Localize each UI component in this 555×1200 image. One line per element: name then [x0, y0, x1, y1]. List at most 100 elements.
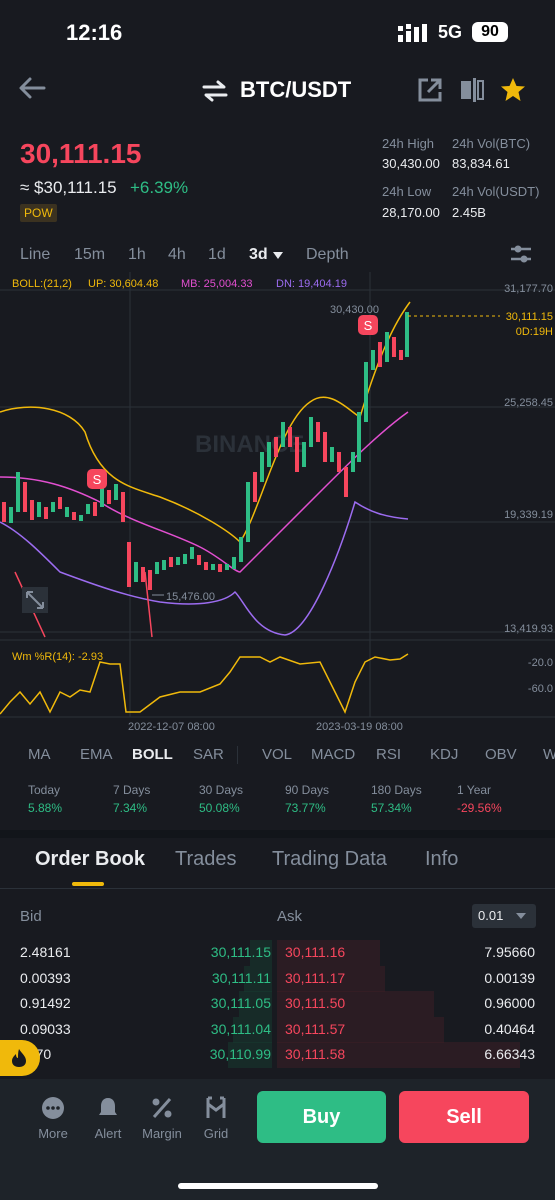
grid-lines — [0, 272, 555, 718]
tab-line[interactable]: Line — [20, 246, 51, 263]
price-change: +6.39% — [130, 178, 189, 197]
orderbook-row[interactable]: 2.48161 30,111.15 30,111.16 7.95660 — [0, 940, 555, 966]
ask-price: 30,111.16 — [285, 944, 346, 960]
indicator-macd[interactable]: MACD — [311, 746, 356, 763]
indicator-w[interactable]: W — [543, 746, 555, 763]
bid-quantity: 0.09033 — [20, 1020, 71, 1037]
perf-value-7d: 7.34% — [113, 801, 148, 815]
nav-more-label[interactable]: More — [38, 1126, 68, 1141]
indicator-boll[interactable]: BOLL — [132, 746, 173, 763]
status-time: 12:16 — [66, 20, 123, 45]
promo-fire-button[interactable] — [0, 1040, 40, 1076]
stat-label-24h-vol-usdt: 24h Vol(USDT) — [452, 184, 540, 199]
wr-label: Wm %R(14): -2.93 — [12, 651, 103, 663]
tab-15m[interactable]: 15m — [74, 246, 106, 263]
tab-trading-data[interactable]: Trading Data — [272, 848, 387, 870]
nav-alert-label[interactable]: Alert — [94, 1126, 122, 1141]
orderbook-row[interactable]: 0.09033 30,111.04 30,111.57 0.40464 — [0, 1016, 555, 1043]
tab-info[interactable]: Info — [425, 848, 459, 870]
countdown: 0D:19H — [516, 326, 553, 338]
indicator-kdj[interactable]: KDJ — [430, 746, 459, 763]
bid-header: Bid — [20, 908, 42, 925]
network-type: 5G — [438, 22, 463, 42]
indicator-rsi[interactable]: RSI — [376, 746, 402, 763]
perf-label-today: Today — [28, 783, 61, 797]
watermark: BINANCE — [195, 431, 304, 458]
favorite-star-icon[interactable] — [500, 77, 526, 103]
tab-depth[interactable]: Depth — [306, 246, 349, 263]
stat-label-24h-low: 24h Low — [382, 184, 432, 199]
bid-quantity: 0.00393 — [20, 969, 71, 986]
fullscreen-icon[interactable] — [22, 587, 48, 613]
bid-price: 30,111.11 — [211, 969, 271, 986]
sell-marker: S — [358, 315, 378, 335]
last-price: 30,111.15 — [20, 138, 142, 169]
tab-order-book[interactable]: Order Book — [35, 848, 146, 870]
tab-4h[interactable]: 4h — [168, 246, 186, 263]
perf-value-90d: 73.77% — [285, 801, 326, 815]
sell-button[interactable]: Sell — [399, 1091, 529, 1143]
pair-title[interactable]: BTC/USDT — [240, 77, 352, 102]
y-tick: 31,177.70 — [504, 283, 553, 295]
stat-value-24h-high: 30,430.00 — [382, 156, 440, 171]
bid-quantity: 2.48161 — [20, 944, 71, 960]
nav-margin-label[interactable]: Margin — [142, 1126, 182, 1141]
chevron-down-icon[interactable] — [273, 252, 283, 260]
ask-header: Ask — [277, 908, 303, 925]
tab-trades[interactable]: Trades — [175, 848, 237, 870]
perf-label-90d: 90 Days — [285, 783, 330, 797]
boll-label: BOLL:(21,2) — [12, 278, 72, 290]
perf-value-today: 5.88% — [28, 801, 63, 815]
fire-icon — [12, 1049, 26, 1067]
orderbook-row[interactable]: 0.00393 30,111.11 30,111.17 0.00139 — [0, 965, 555, 992]
more-icon[interactable] — [41, 1096, 65, 1120]
buy-button[interactable]: Buy — [257, 1091, 386, 1143]
grid-bot-icon[interactable] — [204, 1096, 228, 1120]
boll-dn-label: DN: 19,404.19 — [276, 278, 347, 290]
bid-quantity: 0.91492 — [20, 995, 71, 1011]
margin-icon[interactable] — [150, 1096, 174, 1120]
section-divider — [0, 830, 555, 838]
ask-quantity: 0.40464 — [484, 1020, 535, 1037]
share-icon[interactable] — [417, 77, 443, 103]
perf-label-7d: 7 Days — [113, 783, 151, 797]
tab-1h[interactable]: 1h — [128, 246, 146, 263]
high-label: 30,430.00 — [330, 304, 379, 316]
bid-depth-bar — [238, 991, 272, 1017]
chart-settings-icon[interactable] — [510, 244, 532, 264]
wr-tick: -60.0 — [528, 683, 553, 695]
swap-icon[interactable] — [202, 80, 228, 102]
tab-3d[interactable]: 3d — [249, 246, 268, 263]
ask-depth-bar — [277, 1042, 520, 1068]
ask-depth-bar — [277, 940, 380, 966]
candlestick-chart[interactable]: BINANCE — [0, 272, 555, 737]
back-arrow-icon[interactable] — [18, 76, 46, 100]
indicator-sar[interactable]: SAR — [193, 746, 224, 763]
orderbook-row[interactable]: 0.91492 30,111.05 30,111.50 0.96000 — [0, 991, 555, 1017]
wr-line — [0, 653, 409, 715]
ask-depth-bar — [277, 1016, 445, 1043]
pow-tag[interactable]: POW — [20, 204, 57, 222]
bell-icon[interactable] — [96, 1096, 120, 1120]
tab-1d[interactable]: 1d — [208, 246, 226, 263]
indicator-vol[interactable]: VOL — [262, 746, 293, 763]
precision-select[interactable]: 0.01 — [472, 904, 536, 928]
y-tick: 19,339.19 — [504, 509, 553, 521]
candles — [2, 312, 409, 590]
indicator-ema[interactable]: EMA — [80, 746, 113, 763]
indicator-ma[interactable]: MA — [28, 746, 51, 763]
wr-tick: -20.0 — [528, 657, 553, 669]
bid-price: 30,111.15 — [210, 944, 271, 960]
nav-grid-label[interactable]: Grid — [203, 1126, 229, 1141]
chevron-down-icon — [516, 913, 526, 919]
bid-depth-bar — [233, 1016, 272, 1043]
bid-price: 30,111.04 — [210, 1020, 271, 1037]
indicator-obv[interactable]: OBV — [485, 746, 517, 763]
boll-lower-line — [0, 500, 409, 636]
boll-up-label: UP: 30,604.48 — [88, 278, 158, 290]
perf-label-30d: 30 Days — [199, 783, 244, 797]
layout-icon[interactable] — [459, 77, 485, 103]
signal-icon — [398, 24, 427, 42]
perf-label-180d: 180 Days — [371, 783, 422, 797]
